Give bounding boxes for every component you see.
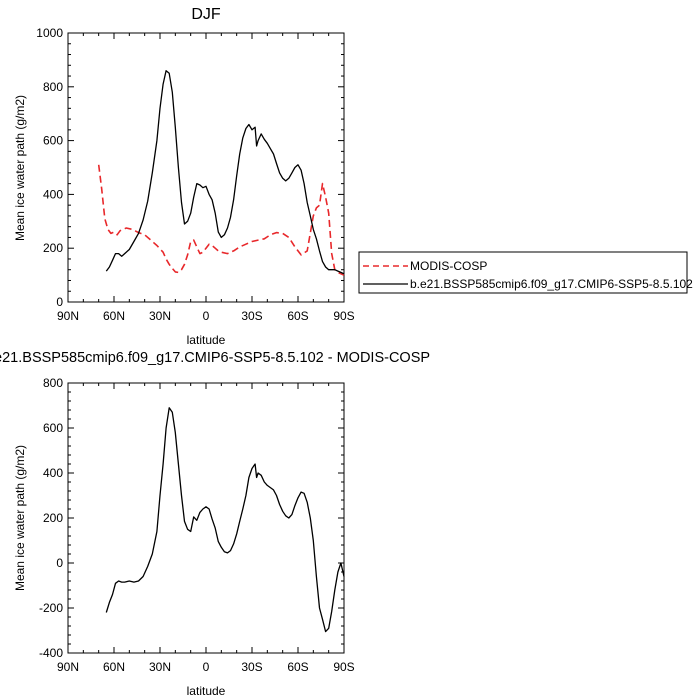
y-tick-label: 800: [43, 80, 63, 94]
x-tick-label: 30S: [241, 309, 262, 323]
x-axis-label: latitude: [187, 333, 226, 347]
x-tick-label: 90N: [57, 660, 79, 674]
x-tick-label: 30N: [149, 309, 171, 323]
y-tick-label: 200: [43, 511, 63, 525]
chart-title: DJF: [191, 6, 221, 23]
x-tick-label: 90S: [333, 660, 354, 674]
series-line-model: [105, 407, 345, 633]
x-tick-label: 90N: [57, 309, 79, 323]
series-line-modis-cosp: [97, 164, 345, 276]
x-tick-label: 60N: [103, 660, 125, 674]
series-line-model: [105, 70, 345, 275]
y-axis-label: Mean ice water path (g/m2): [13, 445, 27, 591]
series-lines: [105, 407, 345, 633]
x-tick-label: 60N: [103, 309, 125, 323]
y-axis-label: Mean ice water path (g/m2): [13, 95, 27, 241]
axis-ticks: 90N 60N 30N 0 30S 60S 90S 0 200 400 600 800 1000: [36, 26, 354, 323]
y-tick-label: 0: [56, 295, 63, 309]
legend-box: [358, 251, 688, 294]
plot-frame: [67, 32, 345, 303]
x-tick-label: 30N: [149, 660, 171, 674]
plot-frame: [67, 382, 345, 654]
y-tick-label: 1000: [36, 26, 63, 40]
x-axis-label: latitude: [187, 684, 226, 698]
x-tick-label: 30S: [241, 660, 262, 674]
y-tick-label: 600: [43, 421, 63, 435]
x-tick-label: 60S: [287, 660, 308, 674]
series-lines: [97, 70, 345, 276]
x-tick-label: 0: [203, 660, 210, 674]
legend-label-modis: MODIS-COSP: [410, 259, 487, 273]
y-tick-label: -200: [39, 601, 63, 615]
y-tick-label: 600: [43, 134, 63, 148]
chart-djf: DJF Mean ice water path (g/m2) latitude …: [13, 6, 693, 347]
y-tick-label: 200: [43, 241, 63, 255]
legend: MODIS-COSP b.e21.BSSP585cmip6.f09_g17.CM…: [358, 251, 693, 294]
chart-difference: b.e21.BSSP585cmip6.f09_g17.CMIP6-SSP5-8.…: [0, 350, 430, 698]
y-tick-label: -400: [39, 646, 63, 660]
legend-label-model: b.e21.BSSP585cmip6.f09_g17.CMIP6-SSP5-8.…: [410, 277, 693, 291]
x-tick-label: 60S: [287, 309, 308, 323]
y-tick-label: 400: [43, 187, 63, 201]
x-tick-label: 0: [203, 309, 210, 323]
y-tick-label: 0: [56, 556, 63, 570]
chart-title: b.e21.BSSP585cmip6.f09_g17.CMIP6-SSP5-8.…: [0, 350, 430, 366]
x-tick-label: 90S: [333, 309, 354, 323]
y-tick-label: 800: [43, 376, 63, 390]
axis-ticks: 90N 60N 30N 0 30S 60S 90S -400 -200 0 200 400 600 800: [39, 376, 355, 674]
y-tick-label: 400: [43, 466, 63, 480]
